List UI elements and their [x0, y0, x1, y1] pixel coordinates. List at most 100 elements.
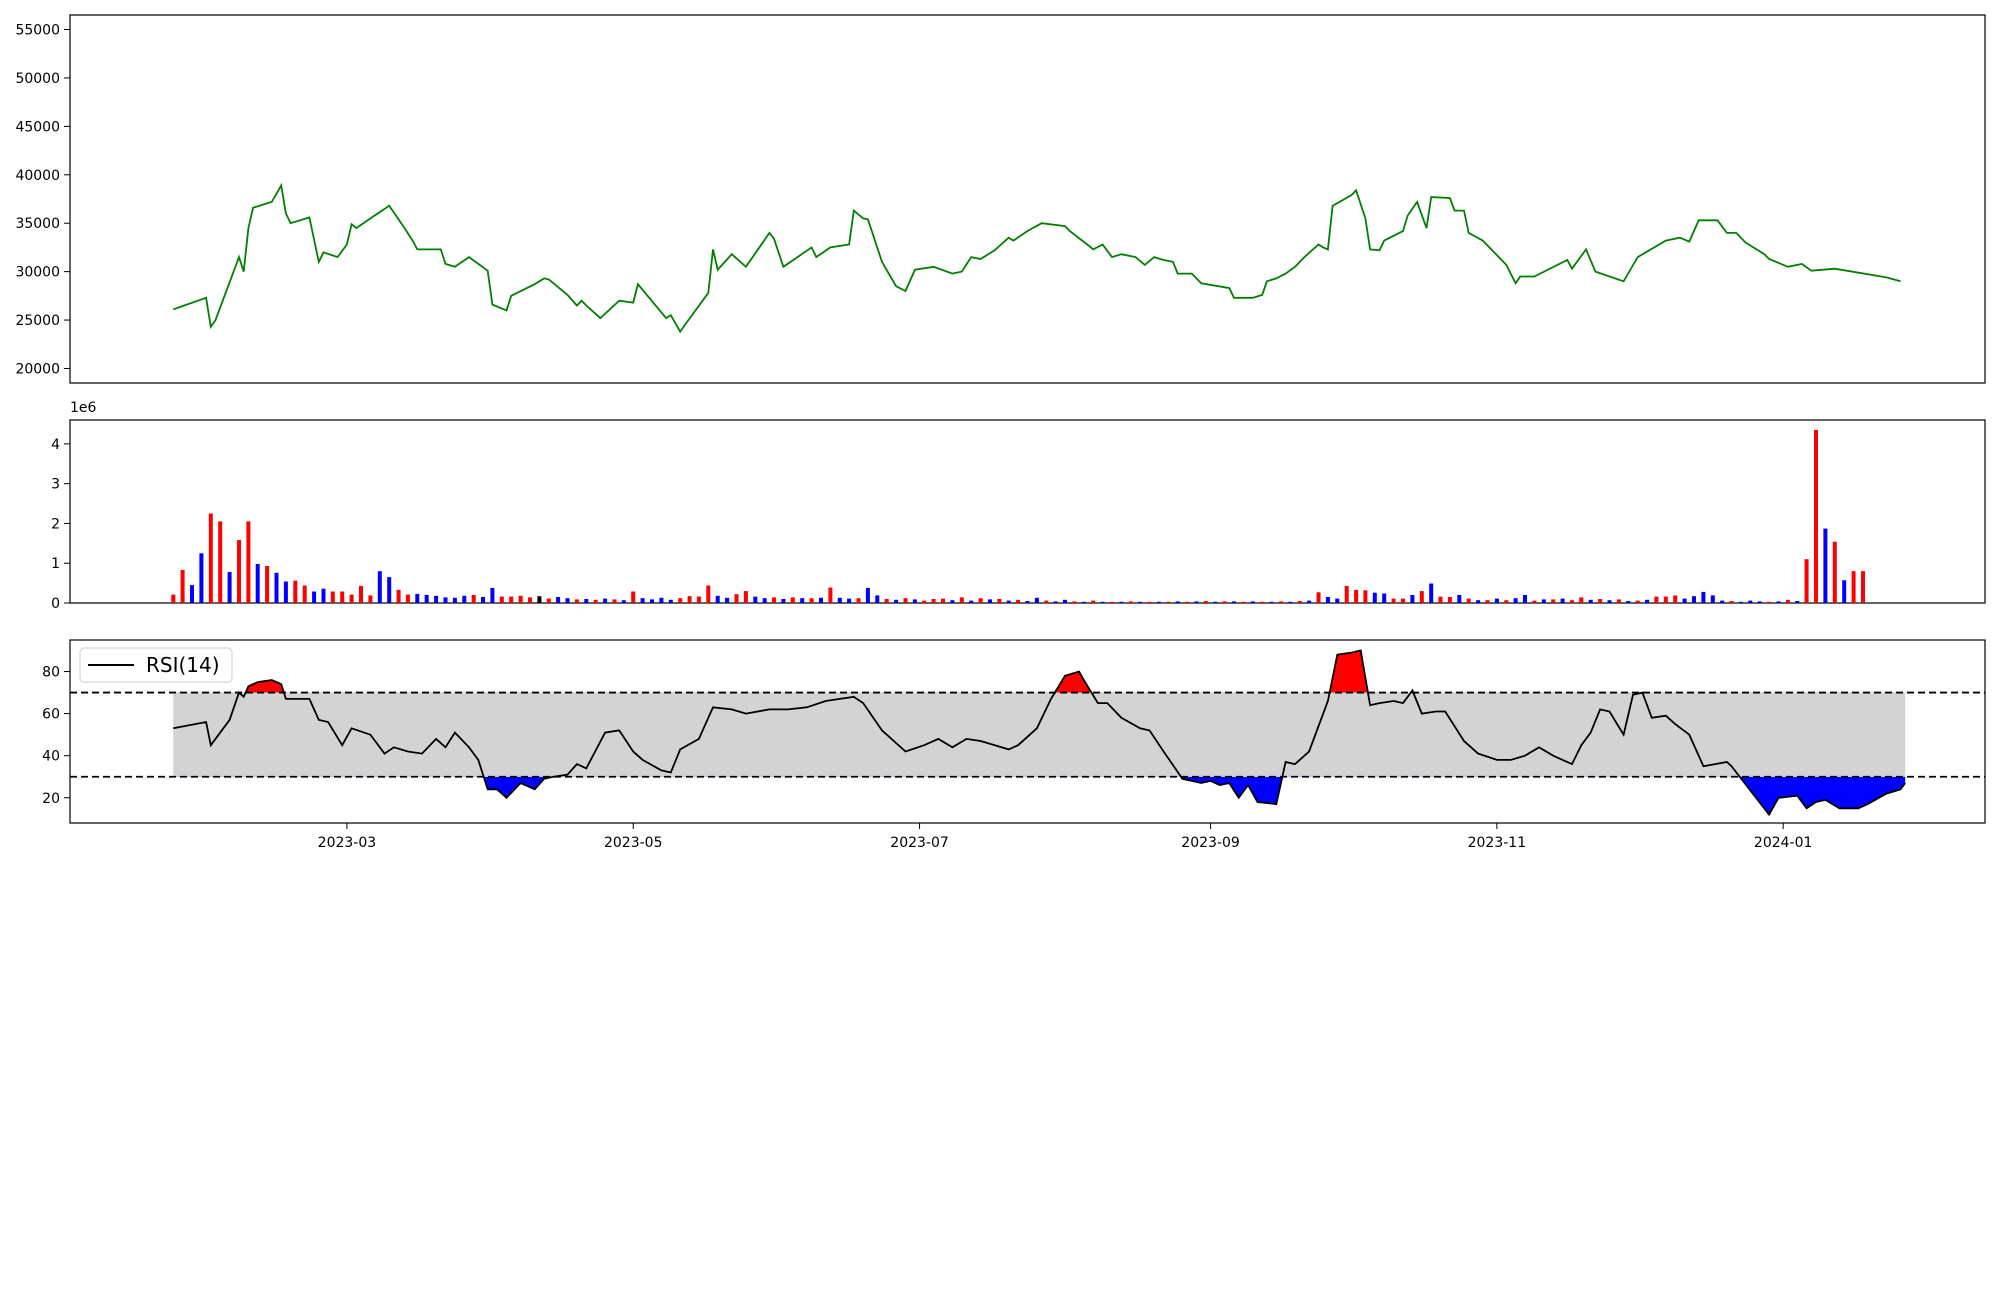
volume-bar: [1607, 600, 1612, 603]
volume-bar: [1025, 601, 1030, 603]
volume-bar: [1851, 571, 1856, 603]
volume-bar: [1663, 596, 1668, 603]
volume-bar: [302, 585, 307, 603]
volume-bar: [359, 585, 363, 603]
volume-bar: [1767, 601, 1772, 603]
volume-bar: [218, 521, 223, 603]
volume-bar: [603, 598, 608, 603]
volume-bar: [753, 596, 758, 603]
volume-bar: [1081, 601, 1086, 603]
volume-bar: [1372, 592, 1377, 603]
volume-bar: [1635, 600, 1640, 603]
volume-bar: [668, 599, 673, 603]
volume-bar: [819, 597, 823, 603]
volume-bar: [1185, 601, 1190, 603]
volume-bar: [696, 596, 701, 603]
volume-bar: [1541, 599, 1546, 603]
volume-bar: [1401, 598, 1405, 603]
volume-bar: [1560, 598, 1565, 603]
volume-bar: [1795, 601, 1800, 603]
price-ytick-label: 25000: [15, 313, 60, 329]
volume-bar: [847, 598, 852, 603]
volume-bar: [340, 591, 345, 603]
volume-bar: [762, 598, 767, 603]
volume-bar: [1645, 599, 1650, 603]
volume-bar: [1476, 600, 1481, 603]
volume-offset-label: 1e6: [70, 400, 97, 416]
volume-ytick-label: 2: [51, 516, 60, 532]
volume-bar: [1485, 600, 1490, 603]
rsi-oversold-fill: [483, 776, 1906, 815]
volume-bar: [1063, 599, 1067, 603]
volume-bar: [396, 589, 401, 603]
volume-bar: [490, 587, 495, 603]
volume-bar: [387, 577, 392, 603]
volume-bar: [950, 600, 955, 603]
volume-bar: [1175, 601, 1180, 603]
volume-bar: [1757, 601, 1762, 603]
volume-bar: [1785, 599, 1790, 603]
volume-bar: [997, 599, 1002, 603]
x-tick-label: 2023-09: [1181, 835, 1240, 851]
volume-bar: [941, 598, 945, 603]
volume-bar: [1250, 601, 1255, 603]
x-tick-label: 2023-11: [1468, 835, 1527, 851]
volume-bar: [499, 596, 504, 603]
volume-bar: [650, 599, 654, 603]
volume-bar: [1823, 528, 1828, 603]
rsi-ytick-label: 60: [42, 707, 60, 723]
volume-bar: [1729, 601, 1734, 603]
volume-bar: [828, 587, 833, 603]
volume-bar: [1110, 601, 1114, 603]
volume-bar: [640, 598, 645, 603]
volume-bar: [584, 599, 589, 603]
volume-bar: [180, 570, 185, 603]
volume-bar: [405, 594, 410, 603]
volume-bar: [246, 521, 251, 603]
rsi-legend-box: [79, 647, 233, 683]
volume-bar: [1814, 429, 1818, 603]
volume-bar: [969, 600, 974, 603]
volume-bar: [1006, 600, 1011, 603]
volume-bar: [509, 596, 514, 603]
volume-bar: [208, 513, 213, 603]
volume-bar: [415, 593, 420, 603]
volume-bar: [988, 599, 992, 603]
volume-bar: [894, 599, 899, 603]
volume-bar: [1335, 598, 1340, 603]
volume-bar: [856, 598, 861, 603]
volume-bar: [1466, 598, 1471, 603]
volume-bar: [1438, 596, 1443, 603]
volume-bar: [255, 564, 260, 603]
volume-bar: [565, 598, 570, 603]
volume-ytick-label: 0: [51, 596, 60, 612]
volume-bar: [556, 597, 561, 603]
volume-bar: [1429, 583, 1434, 603]
volume-bar: [237, 540, 241, 603]
volume-bar: [978, 598, 983, 603]
volume-bar: [1748, 600, 1753, 603]
volume-bar: [330, 591, 335, 603]
volume-bar: [1138, 601, 1143, 603]
volume-bar: [1072, 601, 1077, 603]
price-ytick-label: 45000: [15, 119, 60, 135]
volume-bar: [903, 598, 908, 603]
volume-bar: [1279, 601, 1283, 603]
rsi-ytick-label: 40: [42, 749, 60, 765]
volume-bar: [1325, 597, 1330, 603]
volume-bar: [1260, 601, 1265, 603]
volume-bar: [1016, 599, 1021, 603]
volume-bar: [1776, 601, 1781, 603]
volume-bar: [377, 571, 382, 603]
volume-bar: [1241, 601, 1246, 603]
rsi-neutral-band: [173, 692, 1906, 777]
volume-ytick-label: 3: [51, 477, 60, 493]
volume-bar: [481, 597, 485, 603]
volume-bar: [621, 600, 626, 603]
volume-bar: [349, 594, 354, 603]
price-ytick-label: 35000: [15, 216, 60, 232]
volume-bar: [687, 596, 692, 603]
volume-bar: [837, 597, 842, 603]
volume-bar: [546, 598, 551, 603]
volume-bar: [1457, 595, 1462, 603]
